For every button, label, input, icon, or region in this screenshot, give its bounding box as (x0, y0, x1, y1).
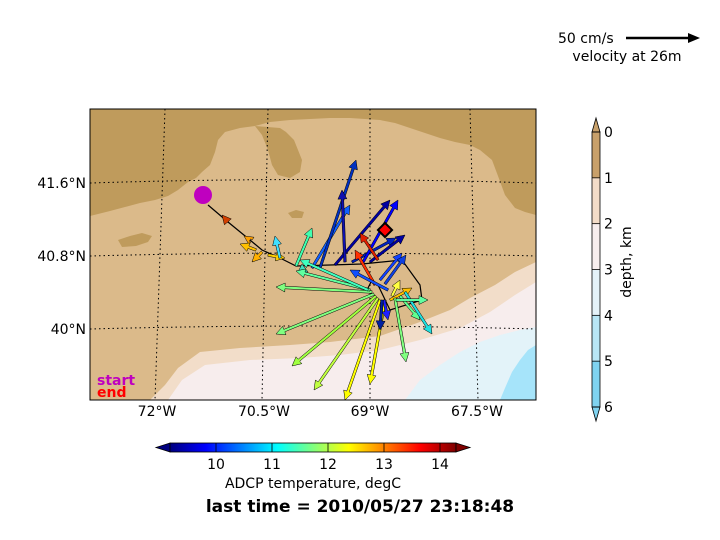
lon-tick-label: 67.5°W (451, 404, 503, 420)
deeper-water (405, 327, 536, 400)
start-marker (194, 186, 212, 204)
depth-colorbar-top-extend (591, 116, 601, 133)
depth-tick-label: 3 (604, 263, 613, 279)
temp-colorbar: 10 11 12 13 14 ADCP temperature, degC (154, 442, 472, 492)
velocity-arrow (381, 299, 391, 321)
velocity-arrow (383, 254, 407, 286)
lon-tick-labels: 72°W 70.5°W 69°W 67.5°W (138, 404, 504, 420)
velocity-arrow (221, 214, 232, 226)
lat-tick-label: 40°N (51, 322, 86, 338)
velocity-arrow (318, 159, 358, 269)
velocity-arrow (349, 269, 389, 292)
velocity-arrow (239, 242, 257, 252)
velocity-arrows (221, 159, 433, 400)
velocity-arrow (294, 227, 313, 267)
scale-arrow-head (688, 33, 700, 43)
temp-tick-label: 10 (207, 457, 225, 473)
velocity-arrow (313, 296, 380, 391)
velocity-arrow (272, 235, 282, 259)
lat-tick-labels: 41.6°N 40.8°N 40°N (37, 176, 86, 338)
velocity-scale: 50 cm/s velocity at 26m (558, 31, 700, 65)
velocity-arrow (243, 235, 255, 246)
last-time-title: last time = 2010/05/27 23:18:48 (206, 497, 514, 517)
depth-colorbar-segment (592, 177, 600, 224)
islands (118, 210, 304, 247)
velocity-arrow (333, 199, 391, 267)
map-frame (89, 108, 537, 401)
map-panel (90, 109, 536, 400)
velocity-arrow (251, 250, 264, 263)
velocity-arrow (275, 282, 373, 294)
depth-colorbar-label: depth, km (619, 226, 635, 297)
depth-colorbar-segment (592, 315, 600, 362)
scale-arrow-caption: velocity at 26m (572, 49, 681, 65)
temp-tick-label: 11 (263, 457, 281, 473)
lon-tick-label: 70.5°W (238, 404, 290, 420)
legend-end: end (97, 385, 126, 401)
velocity-arrow (393, 297, 410, 363)
temp-colorbar-bar (169, 442, 457, 453)
depth-colorbar-segment (592, 223, 600, 270)
graticule (90, 109, 536, 400)
velocity-arrow (267, 251, 286, 262)
velocity-arrow (375, 299, 386, 331)
lon-tick-label: 69°W (351, 404, 390, 420)
temp-tick-label: 14 (431, 457, 449, 473)
velocity-arrow (359, 232, 380, 262)
velocity-arrow (275, 292, 375, 336)
cape-cod (255, 126, 302, 178)
velocity-arrow (343, 299, 382, 400)
depth-tick-label: 2 (604, 217, 613, 233)
depth-tick-label: 5 (604, 354, 613, 370)
lat-tick-label: 41.6°N (37, 176, 86, 192)
lon-tick-label: 72°W (138, 404, 177, 420)
lat-tick-label: 40.8°N (37, 249, 86, 265)
depth-colorbar-segment (592, 269, 600, 316)
velocity-arrow (337, 189, 348, 263)
temp-tick-label: 12 (319, 457, 337, 473)
depth-tick-label: 0 (604, 125, 613, 141)
scale-arrow-label: 50 cm/s (558, 31, 614, 47)
depth-colorbar: 0 1 2 3 4 5 6 depth, km (591, 116, 635, 423)
end-marker (376, 221, 394, 239)
deepest-water (500, 345, 536, 400)
velocity-arrow (390, 279, 401, 297)
legend-start: start (97, 373, 135, 389)
depth-colorbar-segment (592, 361, 600, 407)
velocity-arrow (378, 252, 403, 282)
depth-colorbar-segment (592, 132, 600, 178)
velocity-arrow (395, 295, 429, 305)
temp-colorbar-label: ADCP temperature, degC (225, 476, 401, 492)
velocity-arrow (368, 234, 406, 264)
depth-tick-label: 1 (604, 171, 613, 187)
velocity-arrow (299, 259, 369, 292)
depth-tick-label: 6 (604, 400, 613, 416)
temp-tick-label: 13 (375, 457, 393, 473)
velocity-arrow (291, 294, 378, 367)
velocity-arrow (403, 290, 433, 335)
depth-tick-label: 4 (604, 308, 613, 324)
velocity-arrow (295, 268, 371, 292)
depth-colorbar-bottom-extend (591, 406, 601, 423)
land-mass (90, 109, 536, 216)
